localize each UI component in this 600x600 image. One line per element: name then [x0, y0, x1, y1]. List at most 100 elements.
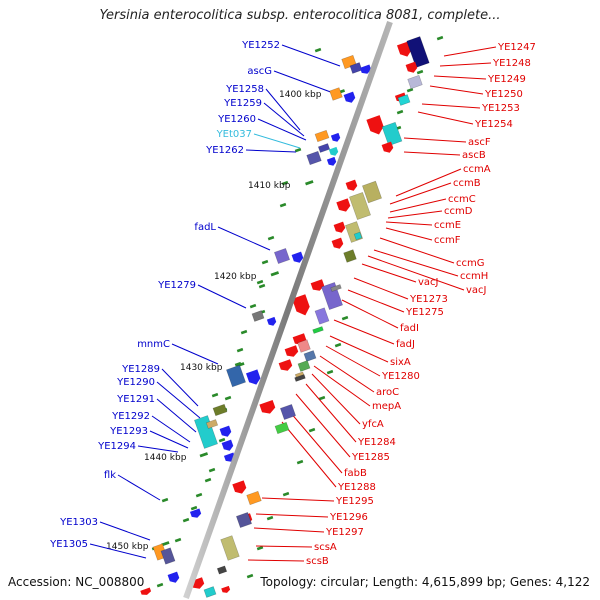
leader-line — [255, 513, 329, 518]
gene-feature — [297, 360, 311, 372]
gene-label-left: YE1262 — [205, 145, 244, 156]
scale-tick — [334, 342, 342, 348]
gene-features — [140, 36, 430, 598]
gene-label-left: YE1258 — [225, 84, 264, 95]
leader-line — [429, 85, 484, 95]
leader-line — [319, 355, 375, 393]
gene-label-right: YE1288 — [337, 482, 376, 493]
leader-line — [341, 299, 399, 329]
scale-tick — [436, 35, 444, 41]
leader-line — [197, 284, 247, 309]
gene-feature — [343, 249, 357, 263]
gene-feature — [297, 339, 311, 353]
gene-label-right: YE1296 — [329, 512, 368, 523]
genome-summary: Topology: circular; Length: 4,615,899 bp… — [260, 575, 590, 589]
leader-line — [156, 381, 201, 419]
leader-line — [421, 103, 481, 109]
gene-label-left: ascG — [247, 66, 272, 77]
scale-label: 1440 kbp — [144, 453, 187, 463]
gene-label-right: YE1284 — [357, 437, 396, 448]
gene-label-right: YE1285 — [351, 452, 390, 463]
scale-tick — [282, 491, 290, 497]
leader-line — [379, 237, 455, 264]
gene-labels: YE1252 ascG YE1258 YE1259 YE1260 YEt037 YE1262… — [49, 40, 536, 567]
gene-label-right: ccmA — [463, 164, 491, 175]
leader-line — [347, 289, 405, 313]
gene-feature — [220, 535, 240, 561]
gene-feature — [216, 565, 228, 575]
gene-feature — [312, 326, 324, 334]
scale-tick — [190, 505, 198, 511]
scale-tick — [236, 347, 244, 353]
leader-line — [245, 149, 297, 153]
scale-tick-major — [161, 541, 170, 547]
gene-label-right: YE1273 — [409, 294, 448, 305]
gene-label-left: YE1252 — [241, 40, 280, 51]
scale-tick — [308, 427, 316, 433]
gene-label-right: mepA — [372, 401, 401, 412]
scale-tick — [208, 467, 216, 473]
leader-line — [137, 445, 179, 453]
leader-line — [281, 44, 341, 67]
scale-label: 1420 kbp — [214, 272, 257, 282]
gene-arrow — [405, 61, 418, 73]
leader-line — [261, 497, 335, 502]
leader-line — [443, 46, 497, 57]
gene-feature — [226, 364, 246, 388]
gene-arrow — [326, 156, 337, 166]
scale-tick — [258, 283, 266, 289]
scale-tick — [256, 545, 264, 551]
leader-line — [373, 249, 459, 277]
gene-label-left: mnmC — [137, 339, 170, 350]
gene-arrow — [292, 294, 310, 316]
scale-tick — [256, 279, 264, 285]
scale-tick — [296, 459, 304, 465]
scale-tick — [406, 87, 414, 93]
gene-label-right: scsA — [314, 542, 337, 553]
gene-label-right: YE1295 — [335, 496, 374, 507]
leader-line — [295, 393, 351, 458]
gene-feature — [235, 511, 253, 529]
leader-line — [151, 415, 191, 443]
gene-label-right: aroC — [376, 387, 399, 398]
leader-line — [417, 111, 474, 125]
gene-feature — [407, 74, 423, 90]
gene-feature — [314, 129, 330, 143]
gene-label-left: YE1294 — [97, 441, 136, 452]
leader-line — [439, 62, 492, 67]
gene-label-right: YE1247 — [497, 42, 536, 53]
scale-tick — [279, 202, 287, 208]
gene-label-right: ccmB — [453, 178, 481, 189]
gene-label-right: YE1253 — [481, 103, 520, 114]
gene-label-right: ccmD — [444, 206, 473, 217]
scale-label: 1450 kbp — [106, 542, 149, 552]
gene-label-right: fadI — [400, 323, 419, 334]
leader-line — [253, 527, 325, 533]
map-title: Yersinia enterocolitica subsp. enterocol… — [99, 8, 501, 23]
gene-label-left: YE1293 — [109, 426, 148, 437]
leader-line — [217, 226, 271, 251]
gene-feature — [406, 36, 430, 68]
gene-label-right: scsB — [306, 556, 329, 567]
gene-arrow — [291, 251, 304, 263]
gene-arrow — [328, 146, 339, 156]
scale-tick — [182, 517, 190, 523]
leader-line — [325, 345, 381, 377]
gene-label-right: YE1249 — [487, 74, 526, 85]
scale-tick — [224, 395, 232, 401]
gene-feature — [349, 191, 371, 221]
gene-arrow — [259, 400, 276, 414]
scale-tick-major — [270, 271, 280, 277]
scale-tick — [174, 537, 182, 543]
gene-label-right: vacJ — [418, 277, 439, 288]
leader-line — [367, 255, 465, 291]
gene-arrow — [246, 369, 261, 385]
gene-arrow — [189, 508, 202, 518]
gene-arrow — [345, 179, 358, 191]
gene-label-left: YE1292 — [111, 411, 150, 422]
gene-arrow — [232, 480, 247, 494]
leader-line — [389, 182, 452, 205]
gene-feature — [362, 180, 382, 204]
scale-tick-major — [305, 180, 314, 186]
